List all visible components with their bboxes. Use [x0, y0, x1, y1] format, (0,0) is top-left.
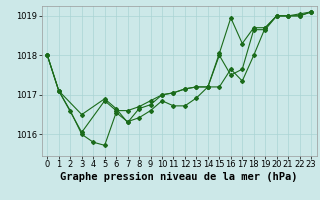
X-axis label: Graphe pression niveau de la mer (hPa): Graphe pression niveau de la mer (hPa)	[60, 172, 298, 182]
